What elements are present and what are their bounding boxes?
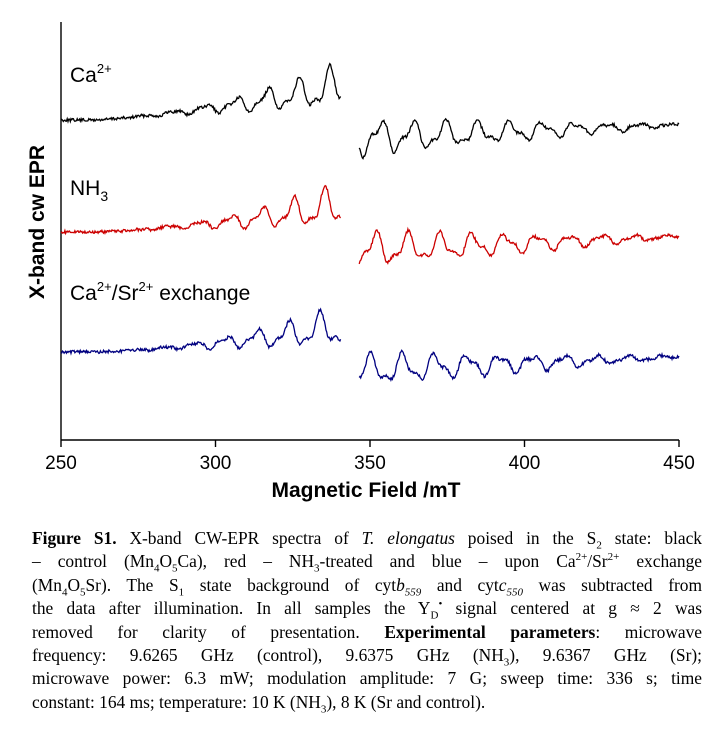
trace-control-low-field <box>60 62 342 124</box>
caption-line-4: the data after illumination. In all samp… <box>32 598 702 622</box>
caption-line-5: removed for clarity of presentation. Exp… <box>32 621 703 642</box>
trace-sr-low-field <box>60 307 342 356</box>
x-tick-label: 350 <box>354 453 386 474</box>
series-label-nh3: NH3 <box>70 177 108 204</box>
caption-line-7: microwave power: 6.3 mW; modulation ampl… <box>32 668 702 689</box>
x-ticks: 250 300 350 400 450 <box>45 440 695 474</box>
x-tick-label: 250 <box>45 453 77 474</box>
caption-line-8: constant: 164 ms; temperature: 10 K (NH3… <box>32 691 486 716</box>
caption-line-1: Figure S1. X-band CW-EPR spectra of T. e… <box>32 528 702 552</box>
trace-nh3-low-field <box>60 184 342 236</box>
trace-sr-high-field <box>358 349 680 382</box>
epr-chart: 250 300 350 400 450 Ca2+ NH3 Ca2+/Sr2+ excha… <box>26 22 695 502</box>
x-axis-title: Magnetic Field /mT <box>271 479 460 502</box>
caption-line-6: frequency: 9.6265 GHz (control), 9.6375 … <box>32 645 702 669</box>
trace-nh3-high-field <box>358 226 680 265</box>
caption-line-2: – control (Mn4O5Ca), red – NH3-treated a… <box>32 551 702 575</box>
x-tick-label: 450 <box>663 453 695 474</box>
figure-caption: Figure S1. X-band CW-EPR spectra of T. e… <box>32 527 703 716</box>
x-tick-label: 400 <box>509 453 541 474</box>
series-label-sr: Ca2+/Sr2+ exchange <box>70 279 250 305</box>
y-axis-title: X-band cw EPR <box>26 145 49 299</box>
trace-control-high-field <box>358 117 680 160</box>
series-label-ca: Ca2+ <box>70 61 112 87</box>
caption-line-3: (Mn4O5Sr). The S1 state background of cy… <box>32 574 702 599</box>
x-tick-label: 300 <box>200 453 232 474</box>
traces <box>60 62 680 382</box>
